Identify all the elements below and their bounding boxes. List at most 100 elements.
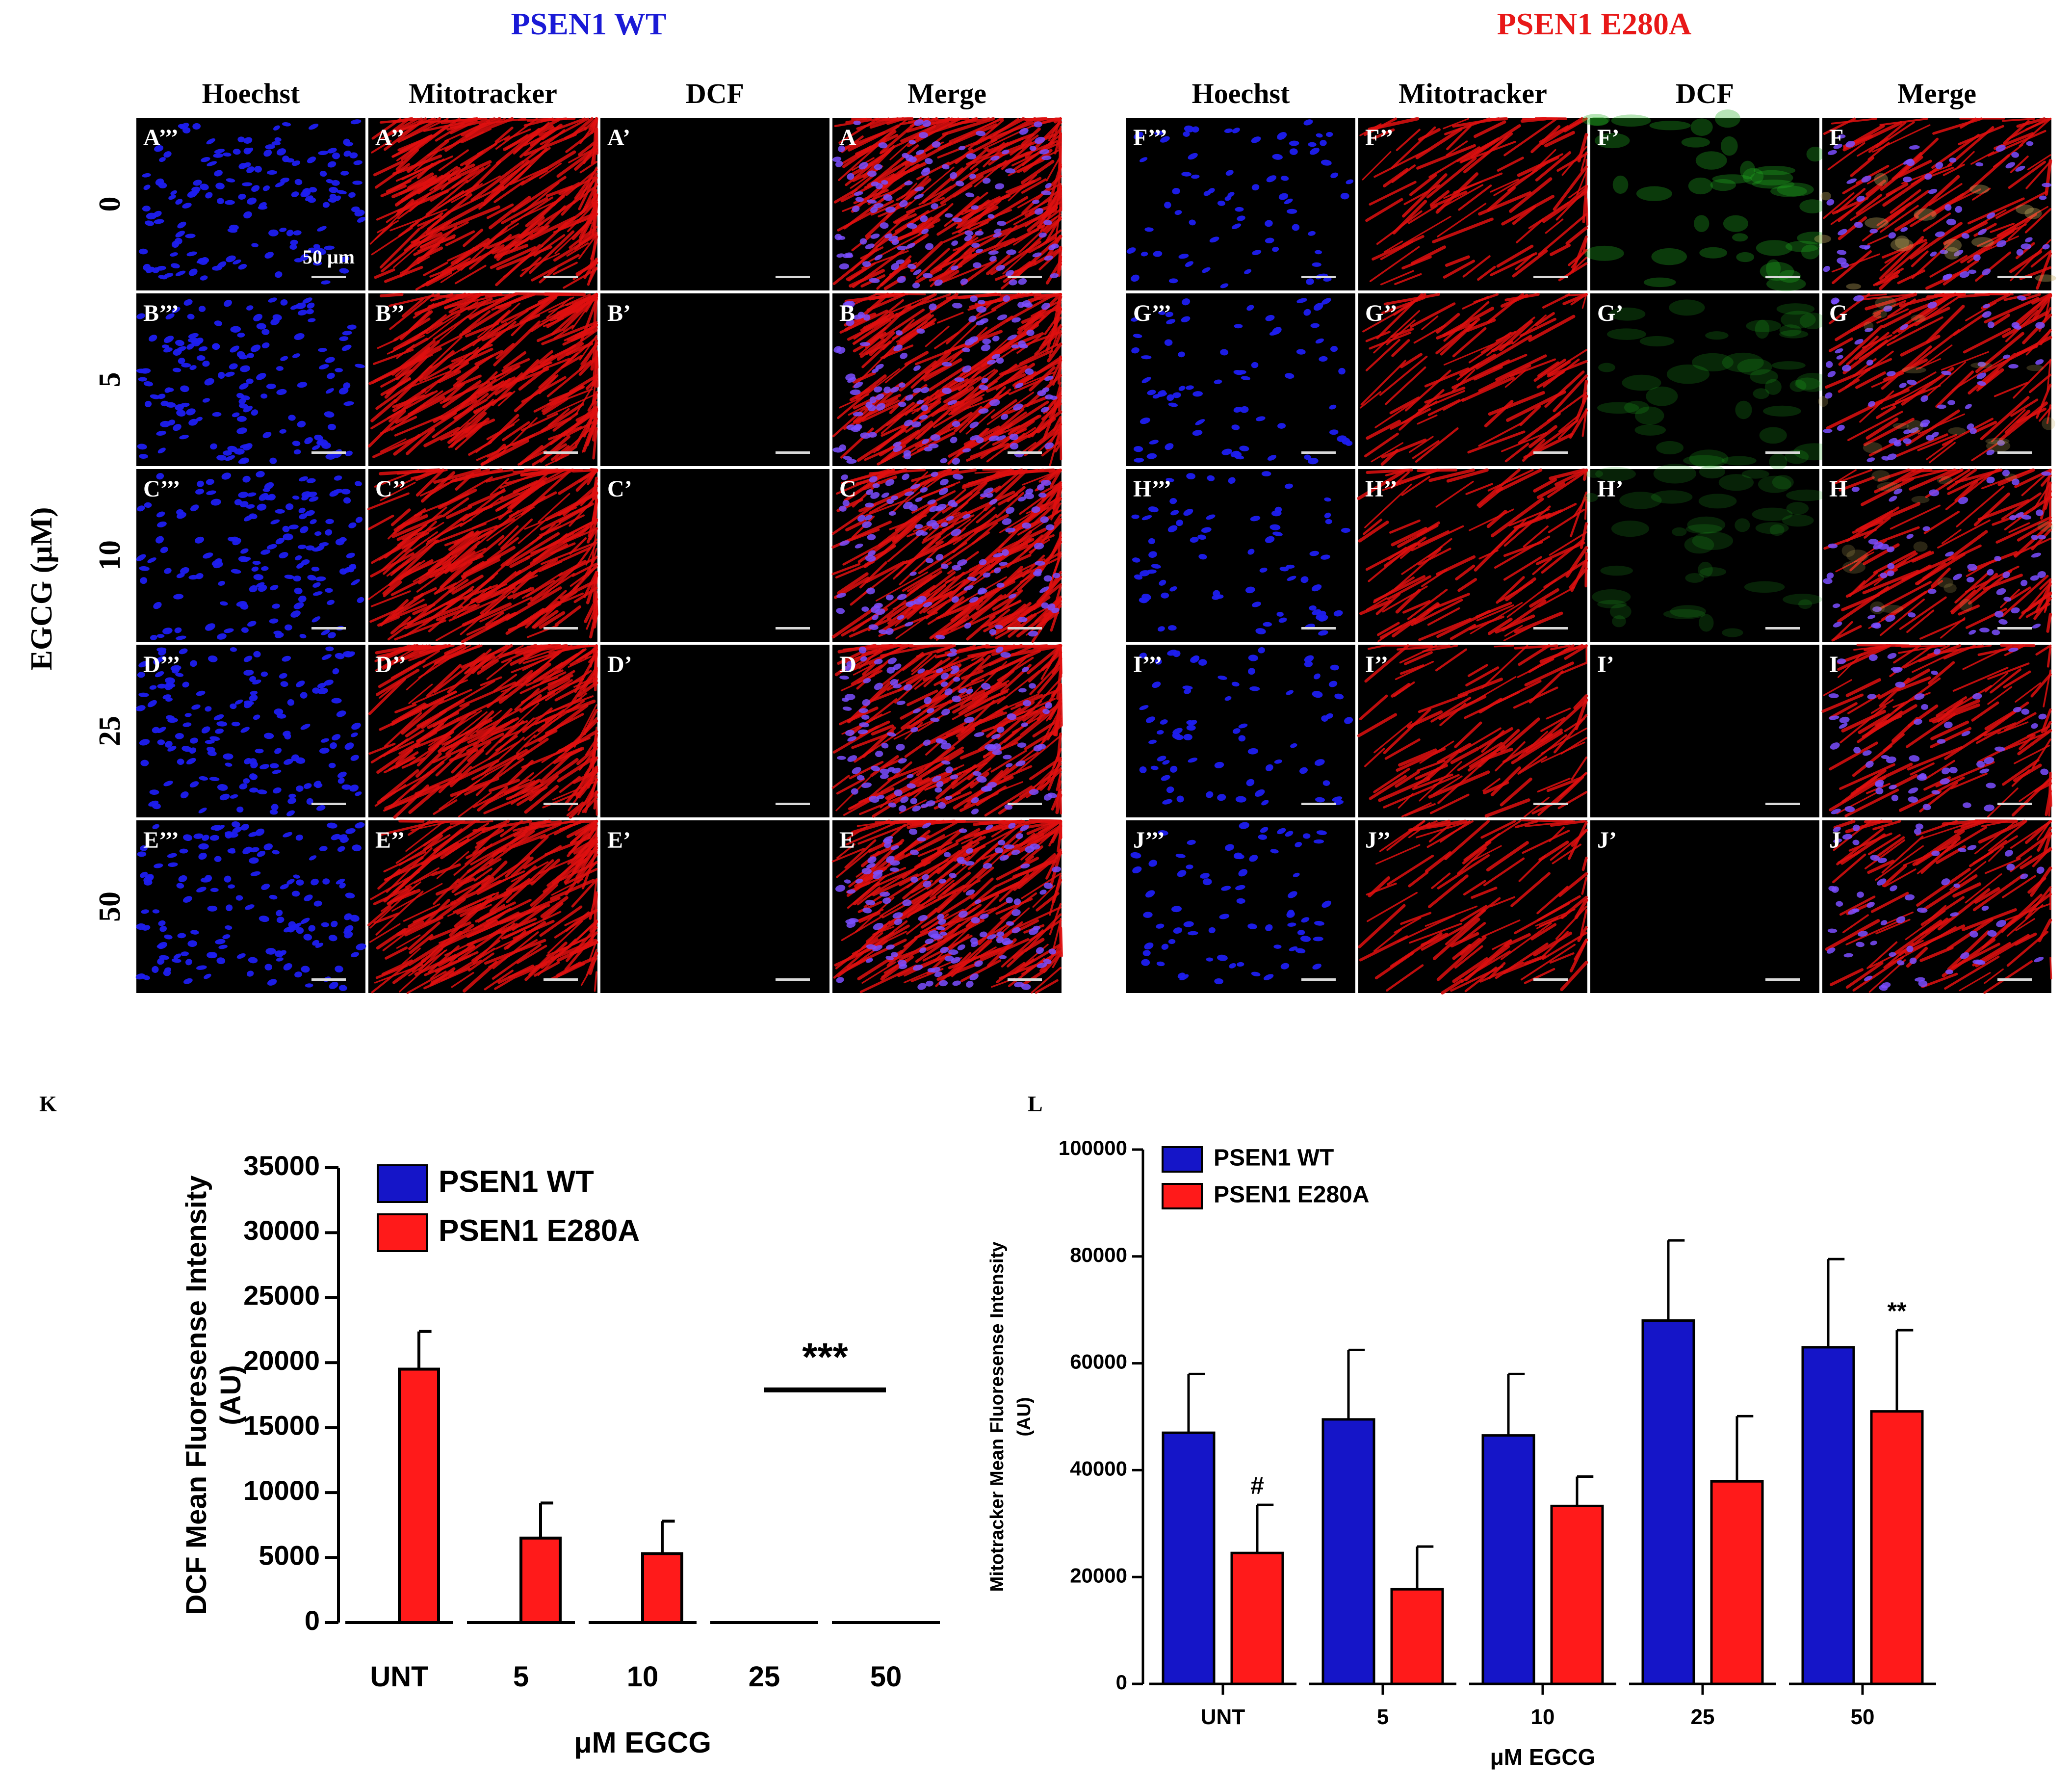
- panel-label: G’’: [1365, 300, 1398, 326]
- micrograph-panel: I’: [1590, 645, 1819, 817]
- panel-label: I’: [1597, 652, 1614, 678]
- bar-e280a: [886, 1622, 925, 1623]
- panel-label: J’’: [1365, 827, 1391, 853]
- scale-bar: [1997, 978, 2032, 981]
- scale-bar-label: 50 μm: [303, 246, 355, 268]
- panel-label: G: [1829, 300, 1847, 326]
- legend-label: PSEN1 E280A: [439, 1214, 640, 1248]
- micrograph-panel: H’’’: [1126, 469, 1355, 642]
- y-tick-label: 0: [1116, 1671, 1127, 1694]
- micrograph-panel: F’: [1581, 109, 1831, 291]
- panel-label: H’’: [1365, 476, 1398, 502]
- micrograph-panel: A: [832, 117, 1062, 290]
- micrograph-panel: D’: [600, 645, 829, 817]
- bar-wt: [360, 1622, 399, 1623]
- scale-bar: [1997, 627, 2032, 629]
- x-tick-label: 25: [1691, 1705, 1715, 1729]
- micrograph-panel: A’’’ 50 μm: [136, 118, 366, 290]
- scale-bar: [1301, 627, 1336, 629]
- micrograph-panel: B’: [600, 293, 829, 466]
- scale-bar: [311, 978, 346, 981]
- micrograph-panel: F: [1814, 117, 2056, 290]
- scale-bar: [1765, 803, 1800, 805]
- column-header-wt: Merge: [907, 78, 986, 109]
- micrograph-section: PSEN1 WT PSEN1 E280A EGCG (μM) Hoechst Mi…: [25, 6, 2056, 995]
- scale-bar: [776, 803, 810, 805]
- column-header-mutant: Hoechst: [1192, 78, 1290, 109]
- x-tick-label: 5: [1377, 1705, 1389, 1729]
- panel-grid-mutant: Hoechst Mitotracker DCF Merge F’’’ F’’ F’ F G’’’…: [1126, 78, 2056, 995]
- panel-label: D’’’: [143, 652, 181, 678]
- micrograph-panel: I’’’: [1126, 645, 1355, 817]
- significance-marker: **: [1888, 1297, 1907, 1325]
- micrograph-background: [1590, 293, 1819, 466]
- scale-bar: [544, 978, 578, 981]
- panel-label: H: [1829, 476, 1847, 502]
- row-label: 25: [93, 716, 127, 746]
- chart-l: L 0 20000 40000 60000 80000 100000 Mitotracker …: [987, 1091, 1936, 1770]
- panel-label: E’’’: [143, 827, 179, 853]
- legend-swatch: [377, 1213, 428, 1252]
- micrograph-panel: B’’: [367, 292, 599, 467]
- scale-bar: [544, 803, 578, 805]
- bar-wt: [1321, 1418, 1375, 1685]
- micrograph-background: [600, 469, 829, 642]
- micrograph-background: [600, 820, 829, 993]
- micrograph-panel: H: [1822, 468, 2054, 642]
- micrograph-background: [600, 118, 829, 290]
- group-title-mutant: PSEN1 E280A: [1497, 6, 1692, 41]
- panel-label: C: [839, 476, 856, 502]
- bar-e280a: [1870, 1410, 1924, 1685]
- micrograph-panel: J’: [1590, 820, 1819, 993]
- micrograph-panel: C’: [600, 469, 829, 642]
- scale-bar: [1533, 627, 1568, 629]
- bar-wt: [603, 1622, 643, 1623]
- micrograph-panel: C’’: [367, 468, 598, 643]
- panel-label: H’: [1597, 476, 1623, 502]
- x-tick-label: UNT: [1201, 1705, 1245, 1729]
- micrograph-panel: B: [832, 292, 1062, 466]
- x-axis-label: μM EGCG: [574, 1726, 711, 1759]
- micrograph-panel: A’: [600, 118, 829, 290]
- y-tick-label: 0: [305, 1605, 320, 1636]
- micrograph-panel: F’’: [1358, 117, 1589, 290]
- legend-swatch: [377, 1164, 428, 1203]
- panel-label: D’’: [375, 652, 406, 678]
- bar-wt: [1162, 1431, 1216, 1685]
- scale-bar: [1301, 803, 1336, 805]
- x-tick-label: 10: [1531, 1705, 1555, 1729]
- scale-bar: [311, 451, 346, 454]
- x-tick-label: 5: [513, 1661, 529, 1693]
- scale-bar: [1301, 978, 1336, 981]
- x-tick-label: 50: [1851, 1705, 1875, 1729]
- legend-label: PSEN1 WT: [1214, 1145, 1334, 1171]
- row-label: 50: [93, 891, 127, 922]
- scale-bar: [1008, 803, 1042, 805]
- scale-bar: [1533, 978, 1568, 981]
- scale-bar: [1301, 276, 1336, 278]
- scale-bar: [311, 627, 346, 629]
- panel-label: I’’’: [1133, 652, 1163, 678]
- panel-label: B’’: [375, 300, 405, 326]
- micrograph-panel: D’’’: [136, 645, 365, 817]
- y-tick-label: 60000: [1070, 1350, 1127, 1373]
- panel-letter: K: [39, 1091, 57, 1116]
- panel-label: J’: [1597, 827, 1617, 853]
- y-tick-label: 15000: [243, 1410, 320, 1441]
- bar-wt: [1801, 1346, 1855, 1685]
- micrograph-panel: F’’’: [1126, 118, 1355, 290]
- column-header-wt: DCF: [686, 78, 744, 109]
- micrograph-panel: E: [831, 818, 1063, 994]
- bar-e280a: [1230, 1551, 1284, 1685]
- bar-wt: [725, 1622, 764, 1623]
- legend-swatch: [1162, 1146, 1203, 1173]
- group-title-wt: PSEN1 WT: [511, 6, 666, 41]
- micrograph-background: [1590, 118, 1819, 290]
- panel-grid-wt: Hoechst Mitotracker DCF Merge 0 5 10 25 50 A’’’ 50…: [93, 78, 1063, 994]
- panel-label: F’: [1597, 125, 1619, 151]
- bar-e280a: [1390, 1588, 1444, 1685]
- panel-label: E’’: [375, 827, 405, 853]
- y-tick-label: 30000: [243, 1215, 320, 1246]
- y-tick-label: 25000: [243, 1280, 320, 1311]
- legend-label: PSEN1 E280A: [1214, 1182, 1370, 1208]
